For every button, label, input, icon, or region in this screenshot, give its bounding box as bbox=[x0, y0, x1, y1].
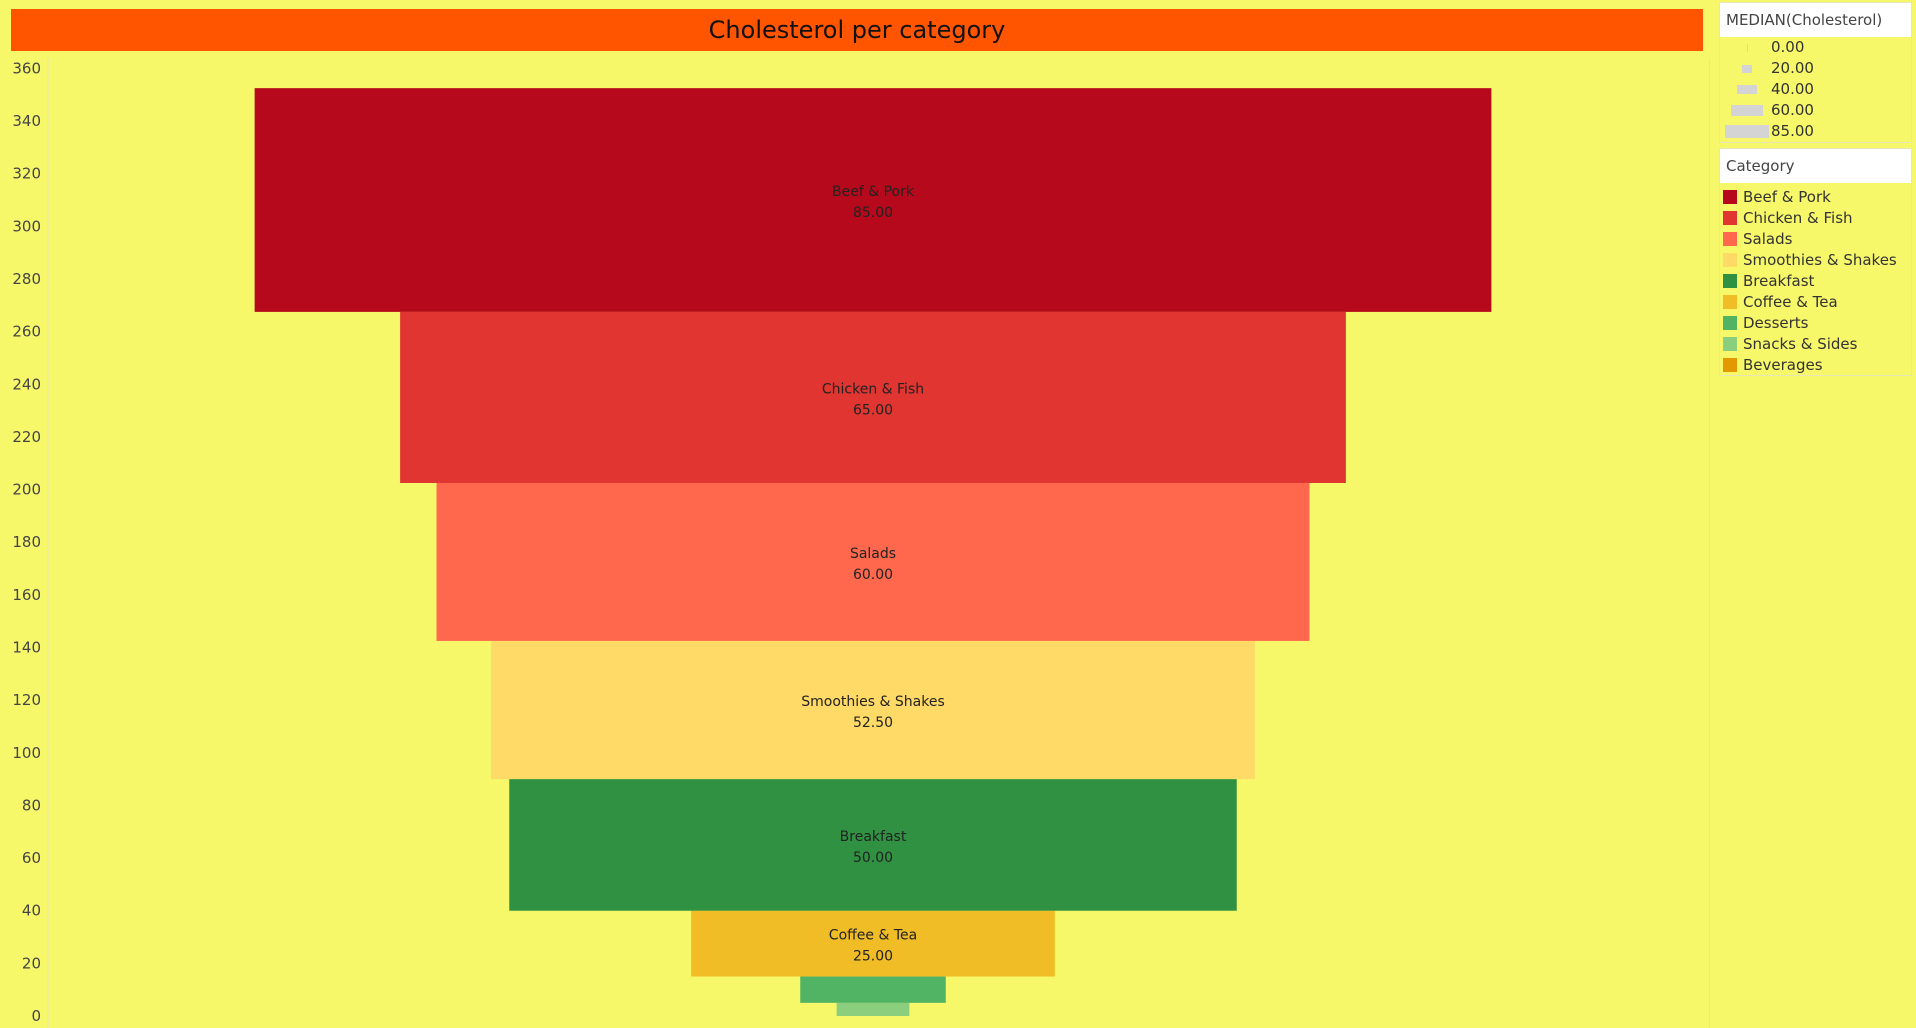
category-legend-label: Coffee & Tea bbox=[1743, 292, 1838, 311]
bar-category-label: Beef & Pork bbox=[832, 184, 915, 200]
category-legend-item[interactable]: Coffee & Tea bbox=[1720, 291, 1911, 312]
bar-value-label: 50.00 bbox=[853, 850, 893, 866]
bar-value-label: 25.00 bbox=[853, 949, 893, 965]
category-legend-item[interactable]: Beef & Pork bbox=[1720, 186, 1911, 207]
category-legend-item[interactable]: Salads bbox=[1720, 228, 1911, 249]
category-legend-item[interactable]: Smoothies & Shakes bbox=[1720, 249, 1911, 270]
funnel-bar bbox=[254, 88, 1492, 312]
size-swatch bbox=[1731, 105, 1763, 116]
bar-category-label: Coffee & Tea bbox=[829, 928, 917, 944]
y-tick-label: 260 bbox=[12, 323, 41, 341]
y-tick-label: 80 bbox=[22, 796, 41, 814]
size-legend-title: MEDIAN(Cholesterol) bbox=[1720, 3, 1911, 37]
category-legend-label: Chicken & Fish bbox=[1743, 208, 1853, 227]
category-color-swatch bbox=[1723, 294, 1737, 309]
category-legend-label: Snacks & Sides bbox=[1743, 334, 1858, 353]
category-legend-item[interactable]: Chicken & Fish bbox=[1720, 207, 1911, 228]
category-legend-item[interactable]: Beverages bbox=[1720, 354, 1911, 375]
bar-category-label: Chicken & Fish bbox=[822, 381, 924, 397]
category-legend-item[interactable]: Breakfast bbox=[1720, 270, 1911, 291]
chart-legend-divider bbox=[1709, 58, 1710, 1028]
category-legend-label: Beef & Pork bbox=[1743, 187, 1831, 206]
y-tick-label: 340 bbox=[12, 112, 41, 130]
category-color-swatch bbox=[1723, 315, 1737, 330]
category-legend-label: Desserts bbox=[1743, 313, 1809, 332]
size-legend-item: 20.00 bbox=[1720, 58, 1911, 79]
y-tick-label: 140 bbox=[12, 638, 41, 656]
size-swatch bbox=[1741, 64, 1753, 73]
bar-value-label: 52.50 bbox=[853, 715, 893, 731]
size-legend-item: 60.00 bbox=[1720, 100, 1911, 121]
y-tick-label: 0 bbox=[31, 1007, 41, 1025]
size-legend-label: 40.00 bbox=[1771, 80, 1814, 98]
funnel-bar bbox=[436, 482, 1310, 641]
category-color-swatch bbox=[1723, 231, 1737, 246]
y-tick-label: 180 bbox=[12, 533, 41, 551]
bar-value-label: 60.00 bbox=[853, 567, 893, 583]
funnel-bar bbox=[800, 976, 946, 1003]
y-tick-label: 40 bbox=[22, 902, 41, 920]
chart-area: 0 20 40 60 80 100 120 140 160 180 200 220 240 260 280 3… bbox=[0, 58, 1710, 1028]
y-tick-label: 60 bbox=[22, 849, 41, 867]
bar-category-label: Salads bbox=[850, 546, 896, 562]
funnel-bar bbox=[691, 910, 1055, 977]
y-tick-label: 300 bbox=[12, 217, 41, 235]
category-legend-title: Category bbox=[1720, 149, 1911, 183]
size-swatch bbox=[1736, 84, 1758, 95]
y-tick-label: 220 bbox=[12, 428, 41, 446]
bar-value-label: 65.00 bbox=[853, 402, 893, 418]
size-legend-item: 85.00 bbox=[1720, 121, 1911, 142]
size-legend-label: 60.00 bbox=[1771, 101, 1814, 119]
size-legend-label: 20.00 bbox=[1771, 59, 1814, 77]
funnel-bar bbox=[491, 640, 1255, 780]
y-tick-label: 280 bbox=[12, 270, 41, 288]
category-legend-label: Smoothies & Shakes bbox=[1743, 250, 1897, 269]
size-swatch bbox=[1746, 43, 1748, 52]
size-legend-label: 0.00 bbox=[1771, 38, 1805, 56]
category-legend-label: Breakfast bbox=[1743, 271, 1815, 290]
category-color-swatch bbox=[1723, 273, 1737, 288]
funnel-chart: 0 20 40 60 80 100 120 140 160 180 200 220 240 260 280 3… bbox=[12, 58, 1492, 1028]
size-swatch bbox=[1725, 125, 1769, 138]
size-legend-item: 0.00 bbox=[1720, 37, 1911, 58]
category-legend-item[interactable]: Desserts bbox=[1720, 312, 1911, 333]
y-tick-label: 360 bbox=[12, 59, 41, 77]
category-legend-label: Salads bbox=[1743, 229, 1793, 248]
y-tick-label: 20 bbox=[22, 954, 41, 972]
bar-value-label: 85.00 bbox=[853, 205, 893, 221]
y-tick-label: 240 bbox=[12, 375, 41, 393]
size-legend-item: 40.00 bbox=[1720, 79, 1911, 100]
y-tick-label: 200 bbox=[12, 481, 41, 499]
category-legend-label: Beverages bbox=[1743, 355, 1823, 374]
chart-title: Cholesterol per category bbox=[11, 9, 1703, 51]
category-legend: Category Beef & Pork Chicken & Fish Salads… bbox=[1719, 148, 1912, 376]
category-legend-item[interactable]: Snacks & Sides bbox=[1720, 333, 1911, 354]
category-color-swatch bbox=[1723, 189, 1737, 204]
category-color-swatch bbox=[1723, 357, 1737, 372]
y-tick-label: 120 bbox=[12, 691, 41, 709]
y-tick-label: 100 bbox=[12, 744, 41, 762]
funnel-bar bbox=[400, 311, 1346, 483]
size-legend-label: 85.00 bbox=[1771, 122, 1814, 140]
bar-category-label: Breakfast bbox=[840, 829, 907, 845]
funnel-bar bbox=[509, 779, 1237, 911]
category-color-swatch bbox=[1723, 336, 1737, 351]
funnel-bar bbox=[836, 1002, 910, 1016]
size-legend: MEDIAN(Cholesterol) 0.00 20.00 40.00 60.00 8… bbox=[1719, 2, 1912, 143]
y-tick-label: 160 bbox=[12, 586, 41, 604]
category-color-swatch bbox=[1723, 252, 1737, 267]
category-color-swatch bbox=[1723, 210, 1737, 225]
bar-category-label: Smoothies & Shakes bbox=[801, 694, 945, 710]
y-tick-label: 320 bbox=[12, 165, 41, 183]
